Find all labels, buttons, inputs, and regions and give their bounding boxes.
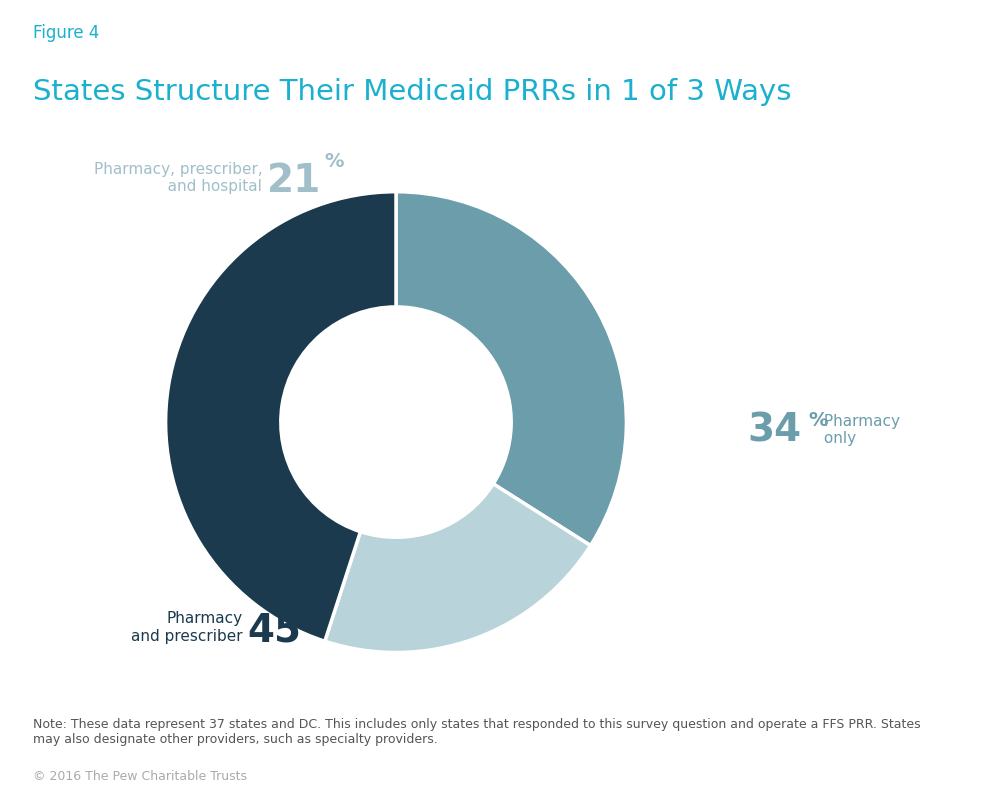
Text: 21: 21 <box>267 162 322 200</box>
Text: 34: 34 <box>747 411 802 449</box>
Text: %: % <box>305 602 325 621</box>
Text: %: % <box>809 411 829 430</box>
Wedge shape <box>165 192 396 641</box>
Text: Pharmacy, prescriber,
   and hospital: Pharmacy, prescriber, and hospital <box>94 162 262 194</box>
Text: Pharmacy
 only: Pharmacy only <box>819 413 900 447</box>
Text: Note: These data represent 37 states and DC. This includes only states that resp: Note: These data represent 37 states and… <box>33 718 921 746</box>
Text: Pharmacy
and prescriber: Pharmacy and prescriber <box>131 611 243 644</box>
Text: © 2016 The Pew Charitable Trusts: © 2016 The Pew Charitable Trusts <box>33 770 247 783</box>
Wedge shape <box>325 484 590 653</box>
Text: States Structure Their Medicaid PRRs in 1 of 3 Ways: States Structure Their Medicaid PRRs in … <box>33 78 791 106</box>
Text: Figure 4: Figure 4 <box>33 24 99 42</box>
Wedge shape <box>396 192 627 545</box>
Text: %: % <box>325 152 345 171</box>
Text: 45: 45 <box>248 611 302 649</box>
